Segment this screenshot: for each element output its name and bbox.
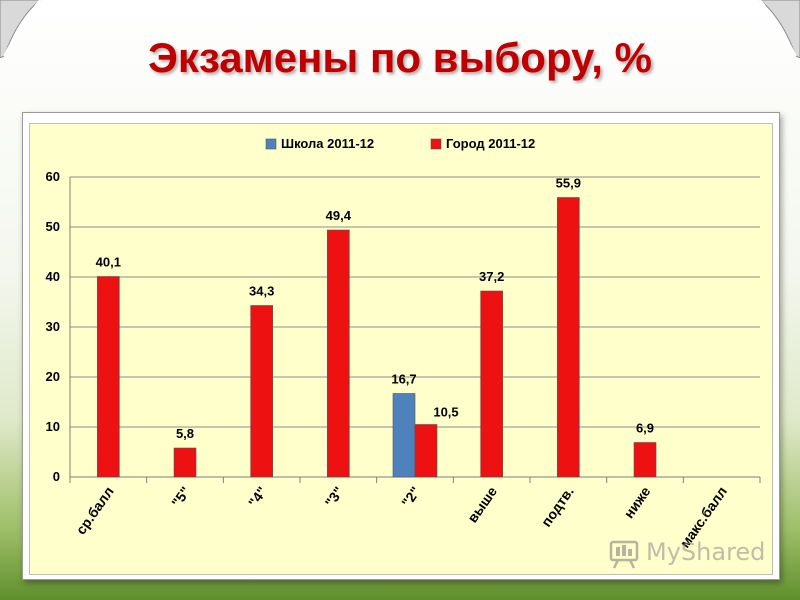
x-tick-label: "5" xyxy=(168,484,193,510)
data-label: 40,1 xyxy=(96,255,121,270)
x-tick-label: ниже xyxy=(621,483,654,521)
y-tick-label: 10 xyxy=(46,419,60,434)
data-label: 5,8 xyxy=(176,426,194,441)
x-tick-label: "3" xyxy=(322,484,347,510)
bar xyxy=(633,442,657,478)
page-curl-right-icon xyxy=(759,0,800,58)
data-label: 6,9 xyxy=(636,421,654,436)
x-tick-label: "4" xyxy=(245,484,270,510)
data-label: 49,4 xyxy=(326,208,352,223)
y-tick-label: 40 xyxy=(46,269,60,284)
data-label: 16,7 xyxy=(391,372,416,387)
legend-swatch xyxy=(265,138,277,150)
y-tick-label: 30 xyxy=(46,319,60,334)
x-tick-label: подтв. xyxy=(538,484,577,530)
y-tick-label: 60 xyxy=(46,169,60,184)
y-tick-label: 0 xyxy=(53,469,60,484)
x-tick-label: ср.балл xyxy=(72,484,116,538)
bar xyxy=(480,290,503,478)
chart-frame: 0 10 20 30 40 50 60 ср.балл "5" "4" "3" "2" выше подт… xyxy=(22,112,780,580)
watermark: MyShared xyxy=(608,536,768,570)
data-label: 55,9 xyxy=(556,176,581,191)
x-tick-label: выше xyxy=(464,483,500,525)
bar xyxy=(97,276,120,478)
page-curl-left-icon xyxy=(0,0,41,58)
bar xyxy=(414,424,438,478)
data-label: 37,2 xyxy=(479,269,504,284)
bar xyxy=(250,305,273,478)
bar xyxy=(557,197,580,478)
bar xyxy=(327,229,350,478)
slide-title: Экзамены по выбору, % xyxy=(148,34,652,81)
chart-area: 0 10 20 30 40 50 60 ср.балл "5" "4" "3" "2" выше подт… xyxy=(29,123,773,575)
bar xyxy=(392,393,416,478)
data-label: 34,3 xyxy=(249,284,274,299)
watermark-logo-icon xyxy=(609,540,639,569)
legend-swatch xyxy=(430,138,442,150)
legend-label: Школа 2011-12 xyxy=(281,136,374,151)
legend-label: Город 2011-12 xyxy=(446,136,535,151)
y-tick-label: 50 xyxy=(46,219,60,234)
bar-chart: 0 10 20 30 40 50 60 ср.балл "5" "4" "3" "2" выше подт… xyxy=(46,136,761,551)
x-tick-label: "2" xyxy=(398,484,423,510)
watermark-text: MyShared xyxy=(646,538,766,566)
bar xyxy=(173,447,197,478)
data-label: 10,5 xyxy=(433,405,458,420)
y-tick-label: 20 xyxy=(46,369,60,384)
